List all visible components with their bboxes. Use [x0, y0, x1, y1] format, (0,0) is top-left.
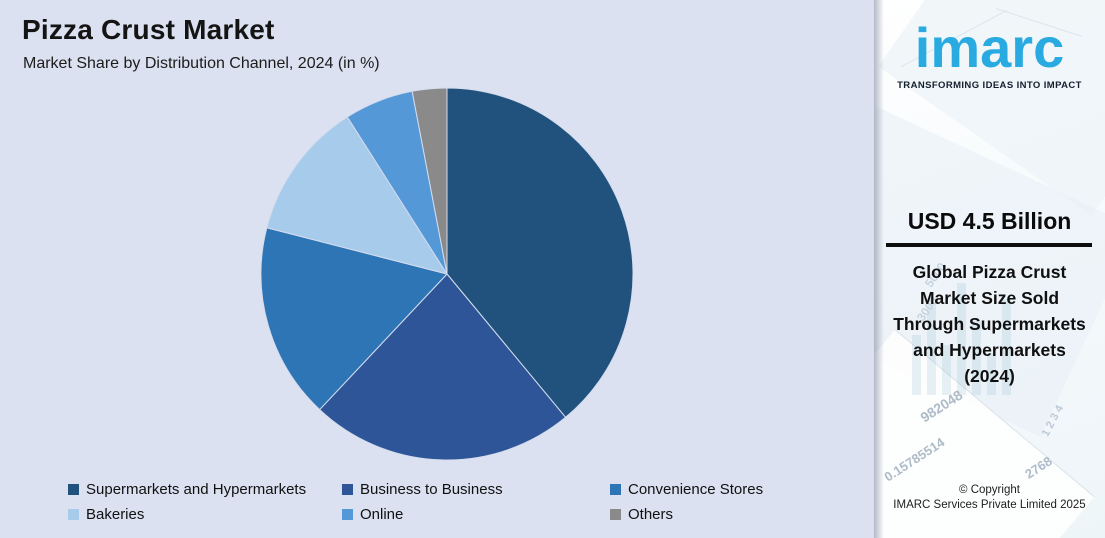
- legend-item-online: Online: [342, 505, 403, 523]
- legend-item-bakeries: Bakeries: [68, 505, 144, 523]
- market-stat-description: Global Pizza Crust Market Size Sold Thro…: [893, 262, 1086, 386]
- legend-swatch: [342, 508, 353, 520]
- panel-edge-shadow: [874, 0, 884, 538]
- stat-divider: [886, 243, 1092, 247]
- legend-item-others: Others: [610, 505, 673, 523]
- legend-swatch: [68, 508, 79, 520]
- brand-info-panel: 5000 3000 982048 0.15785514 2768 1 2 3 4…: [874, 0, 1105, 538]
- legend-label: Online: [360, 505, 404, 523]
- page-subtitle: Market Share by Distribution Channel, 20…: [23, 55, 380, 72]
- pie-slice-bakeries: [266, 116, 448, 275]
- legend-item-business-to-business: Business to Business: [342, 480, 503, 498]
- page-title: Pizza Crust Market: [22, 14, 275, 45]
- copyright-line1: © Copyright: [959, 484, 1020, 496]
- legend-swatch: [68, 483, 79, 495]
- legend-label: Supermarkets and Hypermarkets: [86, 480, 307, 498]
- legend-swatch: [610, 508, 621, 520]
- pie-chart: [257, 84, 637, 464]
- legend-swatch: [342, 483, 353, 495]
- imarc-logo: imarc: [914, 16, 1065, 79]
- pie-chart-svg: [260, 87, 634, 461]
- legend-label: Bakeries: [86, 505, 145, 523]
- brand-block: imarc TRANSFORMING IDEAS INTO IMPACT: [874, 16, 1105, 92]
- legend-item-convenience-stores: Convenience Stores: [610, 480, 763, 498]
- pie-slice-supermarkets-and-hypermarkets: [446, 87, 634, 418]
- pie-slice-business-to-business: [319, 273, 567, 461]
- pie-slice-others: [411, 87, 448, 275]
- legend-label: Convenience Stores: [628, 480, 764, 498]
- brand-tagline: TRANSFORMING IDEAS INTO IMPACT: [897, 80, 1082, 91]
- market-stat-value: USD 4.5 Billion: [907, 208, 1072, 234]
- legend-item-supermarkets-and-hypermarkets: Supermarkets and Hypermarkets: [68, 480, 306, 498]
- legend-swatch: [610, 483, 621, 495]
- legend-label: Others: [628, 505, 674, 523]
- chart-section: Pizza Crust Market Market Share by Distr…: [22, 14, 763, 523]
- legend-label: Business to Business: [360, 480, 503, 498]
- copyright-notice: © Copyright IMARC Services Private Limit…: [874, 483, 1105, 513]
- panel-decoration-bars: [912, 235, 1011, 395]
- pie-slice-convenience-stores: [260, 227, 448, 411]
- copyright-line2: IMARC Services Private Limited 2025: [893, 499, 1086, 511]
